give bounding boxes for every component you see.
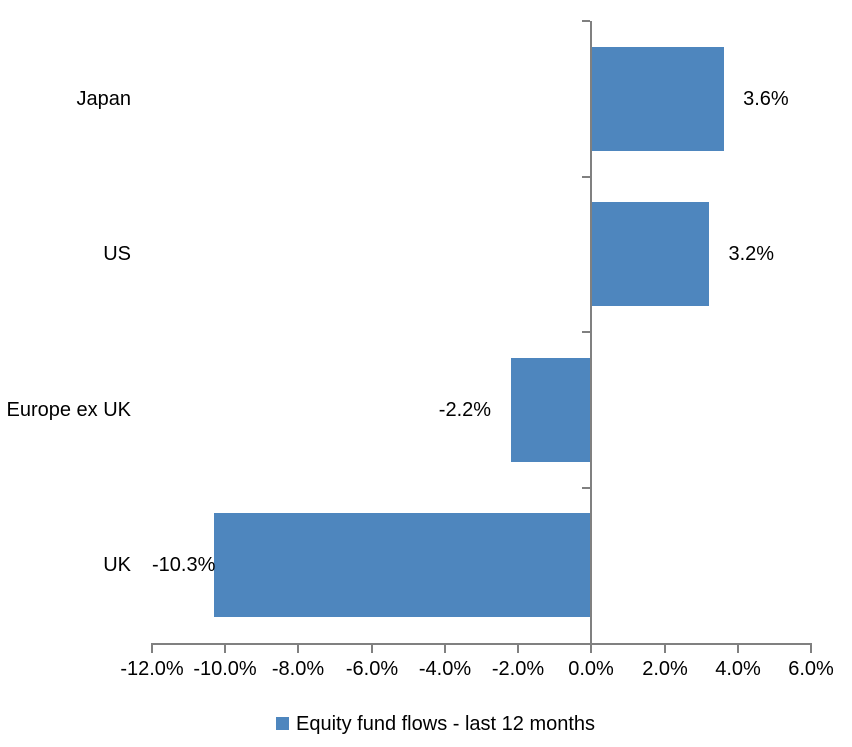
category-label: Japan [76,88,132,110]
category-axis-tick [582,487,590,489]
x-axis-tick [371,645,373,653]
category-axis-tick [582,20,590,22]
data-label: 3.6% [743,88,789,110]
bar-japan [592,47,725,151]
x-axis-tick-label: -12.0% [120,658,184,680]
x-axis-tick [664,645,666,653]
legend-series-label: Equity fund flows - last 12 months [296,712,596,735]
x-axis-line [151,643,812,645]
x-axis-tick-label: -10.0% [193,658,257,680]
bar-europe-ex-uk [510,358,592,462]
x-axis-tick [737,645,739,653]
x-axis-tick [297,645,299,653]
x-axis-tick-label: -4.0% [418,658,472,680]
bar-uk [214,513,592,617]
category-label: UK [103,554,131,576]
legend: Equity fund flows - last 12 months [276,710,595,737]
x-axis-tick [444,645,446,653]
x-axis-tick [517,645,519,653]
data-label: 3.2% [728,243,775,265]
x-axis-tick [151,645,153,653]
x-axis-tick-label: 4.0% [715,658,761,680]
x-axis-tick [810,645,812,653]
x-axis-tick-label: -2.0% [491,658,545,680]
legend-series-marker-icon [276,717,289,730]
x-axis-tick-label: -8.0% [271,658,325,680]
x-axis-tick-label: 2.0% [642,658,688,680]
x-axis-tick-label: 0.0% [568,658,614,680]
data-label: -2.2% [438,399,492,421]
category-label: Europe ex UK [6,399,131,421]
category-label: US [103,243,131,265]
category-axis-tick [582,176,590,178]
data-label: -10.3% [152,554,216,576]
x-axis-tick [224,645,226,653]
value-axis-zero-line [590,21,592,645]
x-axis-tick-label: 6.0% [788,658,834,680]
bar-us [592,202,710,306]
x-axis-tick [590,645,592,653]
x-axis-tick-label: -6.0% [345,658,399,680]
category-axis-tick [582,331,590,333]
